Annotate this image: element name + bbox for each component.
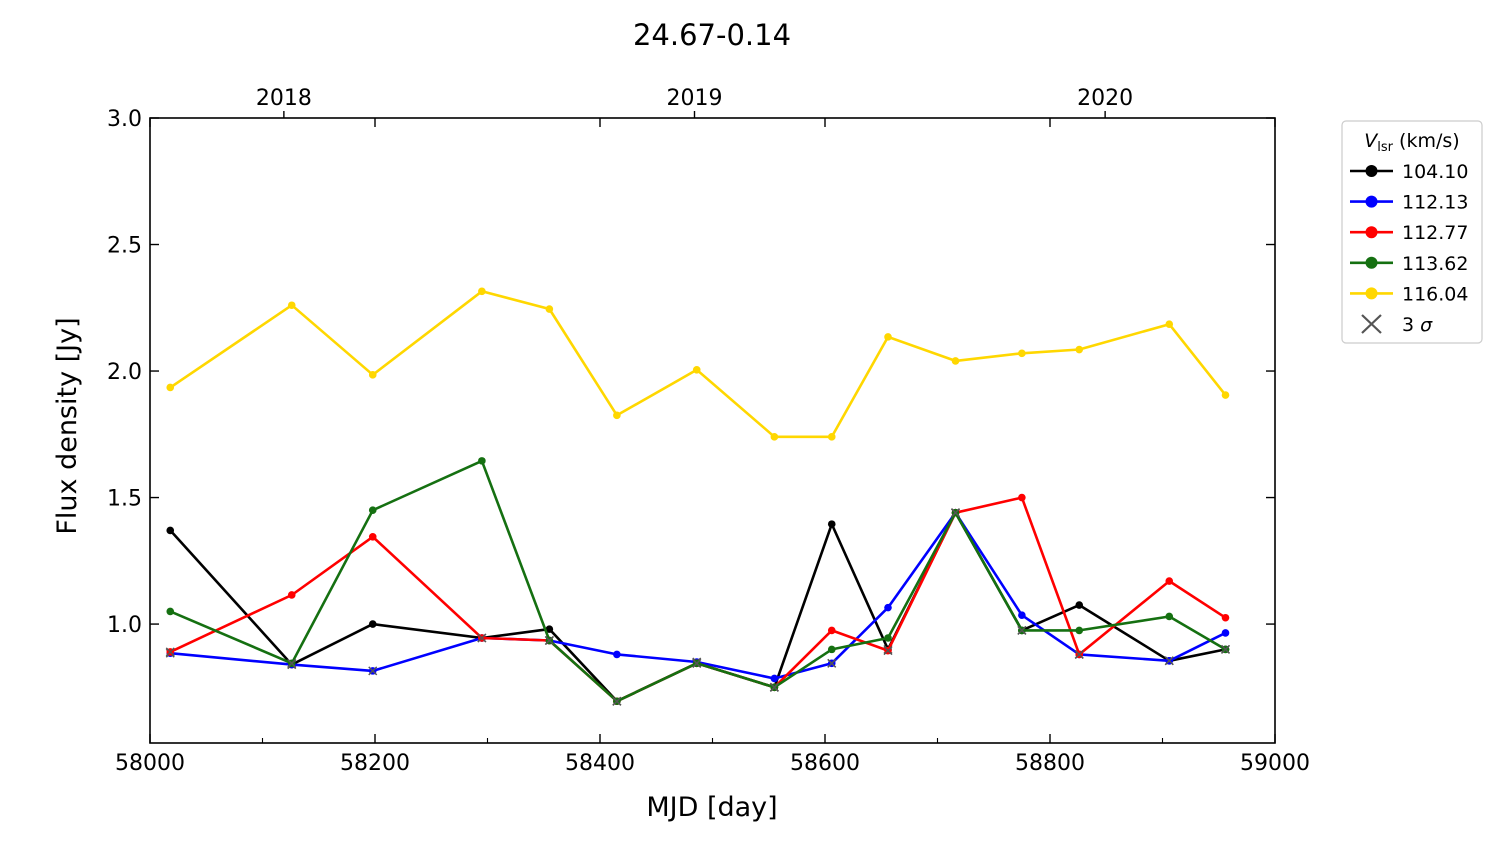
legend-label: 116.04 bbox=[1402, 283, 1468, 305]
data-point bbox=[1075, 345, 1084, 354]
data-point bbox=[827, 645, 836, 654]
data-point bbox=[613, 650, 621, 659]
data-point bbox=[884, 603, 892, 612]
data-point bbox=[827, 626, 836, 635]
upper-limit-marker bbox=[1220, 644, 1231, 654]
upper-limit-marker bbox=[1164, 656, 1174, 666]
x-tick-label: 58400 bbox=[565, 751, 635, 776]
legend-box bbox=[1341, 120, 1483, 344]
series-line bbox=[169, 496, 1227, 703]
legend-swatch-marker bbox=[1365, 287, 1378, 300]
x-axis-title: MJD [day] bbox=[646, 792, 777, 823]
upper-limit-marker bbox=[368, 666, 378, 676]
data-point bbox=[1221, 629, 1230, 637]
legend-sigma-label: 3 σ bbox=[1402, 314, 1433, 336]
data-point bbox=[1221, 613, 1230, 622]
upper-limit-marker bbox=[769, 682, 779, 692]
data-point bbox=[1018, 611, 1026, 620]
legend-label: 104.10 bbox=[1402, 161, 1468, 183]
legend: Vlsr (km/s) 104.10 112.13 112.77 113.62 116.0… bbox=[1341, 120, 1483, 344]
series-line bbox=[169, 511, 1226, 703]
upper-limit-marker bbox=[477, 633, 487, 643]
data-point bbox=[951, 357, 960, 365]
upper-limit-marker bbox=[287, 658, 297, 668]
data-point bbox=[770, 674, 779, 683]
upper-limit-marker bbox=[827, 658, 837, 668]
upper-limit-marker bbox=[1017, 625, 1027, 635]
upper-limit-marker bbox=[1074, 649, 1084, 659]
x-tick-label: 58000 bbox=[115, 751, 185, 776]
data-point bbox=[613, 411, 621, 420]
data-point bbox=[287, 301, 296, 310]
data-point bbox=[1165, 577, 1174, 585]
data-point bbox=[1075, 626, 1084, 635]
data-point bbox=[545, 305, 554, 313]
plot-frame bbox=[149, 117, 1276, 744]
year-tick-label: 2020 bbox=[1077, 86, 1133, 111]
data-point bbox=[166, 383, 175, 392]
legend-label: 112.77 bbox=[1402, 222, 1468, 244]
data-point bbox=[478, 457, 486, 465]
y-tick-label: 2.5 bbox=[107, 234, 142, 259]
upper-limit-marker bbox=[692, 658, 702, 668]
data-point bbox=[770, 433, 779, 441]
series-line bbox=[169, 289, 1227, 439]
data-point bbox=[1165, 612, 1174, 621]
upper-limit-marker bbox=[544, 635, 554, 646]
legend-swatch-marker bbox=[1365, 226, 1378, 239]
y-tick-label: 1.5 bbox=[107, 487, 142, 512]
year-tick-label: 2018 bbox=[256, 86, 312, 111]
data-point bbox=[827, 433, 836, 441]
data-point bbox=[884, 333, 892, 341]
data-point bbox=[545, 625, 554, 633]
data-point bbox=[166, 607, 175, 616]
data-point bbox=[884, 634, 892, 642]
legend-swatch-marker bbox=[1365, 195, 1378, 208]
y-tick-label: 2.0 bbox=[107, 360, 142, 385]
series-layer bbox=[165, 287, 1231, 706]
upper-limit-marker bbox=[950, 508, 961, 518]
x-tick-label: 59000 bbox=[1240, 751, 1310, 776]
upper-limit-marker bbox=[612, 696, 622, 706]
data-point bbox=[368, 620, 377, 628]
data-point bbox=[1018, 493, 1026, 502]
y-tick-label: 1.0 bbox=[107, 613, 142, 638]
data-point bbox=[368, 371, 377, 379]
y-axis-title: Flux density [Jy] bbox=[52, 317, 83, 534]
upper-limit-marker bbox=[165, 647, 175, 657]
upper-limit-marker bbox=[883, 646, 893, 656]
legend-label: 113.62 bbox=[1402, 253, 1468, 275]
legend-swatch-marker bbox=[1365, 165, 1378, 177]
legend-title: Vlsr (km/s) bbox=[1364, 130, 1459, 155]
data-point bbox=[827, 520, 836, 528]
data-point bbox=[368, 532, 377, 541]
year-tick-label: 2019 bbox=[667, 86, 723, 111]
data-point bbox=[1075, 601, 1084, 609]
x-tick-label: 58800 bbox=[1015, 751, 1085, 776]
y-tick-label: 3.0 bbox=[107, 107, 142, 132]
legend-label: 112.13 bbox=[1402, 192, 1468, 214]
data-point bbox=[1018, 349, 1026, 358]
data-point bbox=[1221, 391, 1230, 399]
x-tick-label: 58600 bbox=[790, 751, 860, 776]
data-point bbox=[287, 591, 296, 599]
data-point bbox=[1165, 320, 1174, 329]
axis-ticks: 58000 58200 58400 58600 58800 59000 1.0 1.5 2.0 2… bbox=[107, 86, 1310, 776]
x-tick-label: 58200 bbox=[340, 751, 410, 776]
chart-title: 24.67-0.14 bbox=[633, 18, 791, 52]
data-point bbox=[478, 287, 486, 296]
data-point bbox=[368, 506, 377, 515]
data-point bbox=[692, 365, 701, 374]
legend-sigma-marker bbox=[1361, 314, 1382, 334]
data-point bbox=[166, 526, 175, 535]
legend-swatch-marker bbox=[1365, 256, 1378, 269]
